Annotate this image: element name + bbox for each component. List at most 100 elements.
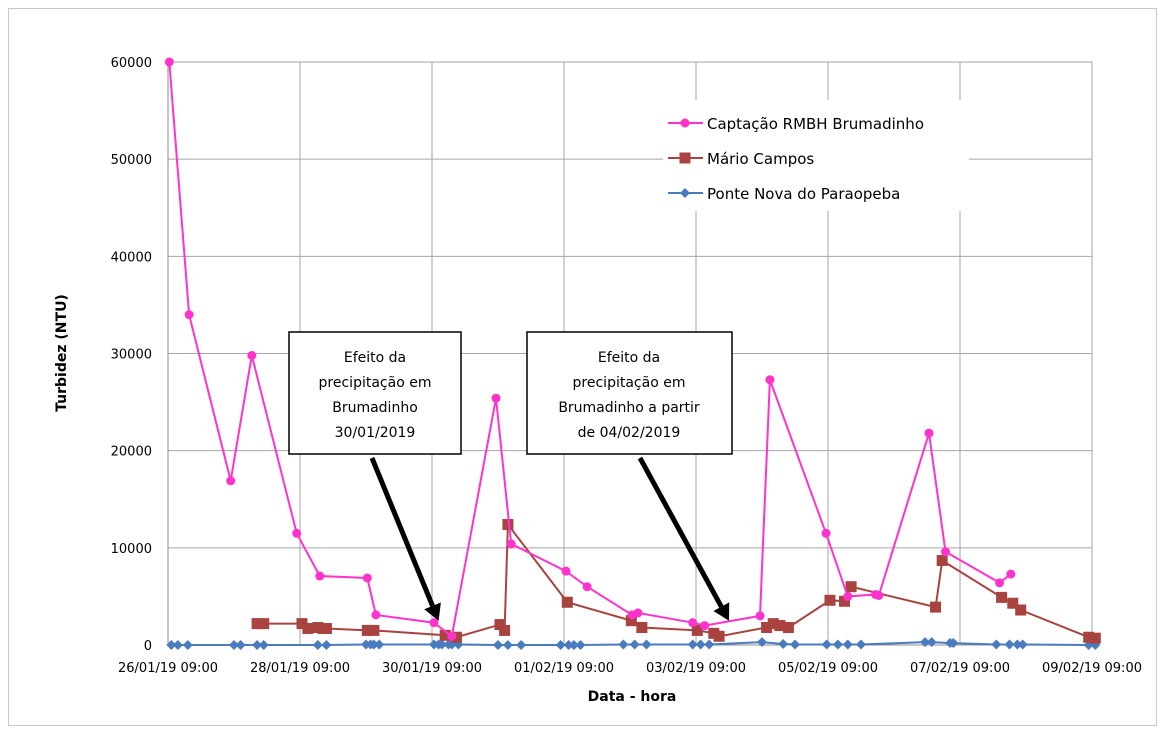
data-point <box>436 639 447 650</box>
data-point <box>493 640 503 650</box>
annotation-text-line: Efeito da <box>598 350 660 366</box>
data-point <box>832 639 843 650</box>
x-tick-label: 30/01/19 09:00 <box>382 661 482 676</box>
legend-swatch-marker <box>680 118 690 128</box>
data-point <box>704 639 715 650</box>
data-point <box>1083 631 1095 643</box>
data-point <box>429 618 439 628</box>
data-point <box>688 618 698 628</box>
data-point <box>996 591 1008 603</box>
data-point <box>1006 569 1016 579</box>
data-point <box>172 640 183 650</box>
data-point <box>315 571 325 581</box>
data-point <box>618 639 629 650</box>
data-point <box>991 639 1002 650</box>
data-point <box>494 619 506 631</box>
data-point <box>582 582 592 592</box>
data-point <box>251 618 263 630</box>
data-point <box>371 610 381 620</box>
x-tick-label: 28/01/19 09:00 <box>250 661 350 676</box>
data-point <box>568 640 579 650</box>
legend-swatch-marker <box>680 188 690 198</box>
annotation-2: Efeito da precipitação em Brumadinho a par… <box>526 331 733 621</box>
data-point <box>767 618 779 630</box>
data-point <box>1007 597 1019 609</box>
data-point <box>633 608 643 618</box>
data-point <box>258 618 270 630</box>
y-axis-ticks: 0 10000 20000 30000 40000 50000 60000 <box>111 56 152 654</box>
y-tick-label: 20000 <box>111 445 152 460</box>
annotation-box <box>288 331 462 455</box>
data-point <box>1012 639 1023 650</box>
legend-label: Ponte Nova do Paraopeba <box>707 185 900 203</box>
data-point <box>713 630 725 642</box>
data-point <box>629 639 640 650</box>
data-point <box>936 554 948 566</box>
data-point <box>368 624 380 636</box>
y-axis-title: Turbidez (NTU) <box>54 294 70 412</box>
data-point <box>761 622 773 634</box>
data-point <box>1017 639 1028 650</box>
data-point <box>845 581 857 593</box>
x-tick-label: 09/02/19 09:00 <box>1042 661 1142 676</box>
data-point <box>757 637 767 648</box>
data-point <box>166 640 177 650</box>
data-point <box>790 639 800 650</box>
data-point <box>856 639 866 650</box>
chart-frame <box>8 8 1157 726</box>
data-point <box>924 428 934 438</box>
data-point <box>491 393 501 403</box>
annotation-text-line: Brumadinho a partir <box>558 400 700 416</box>
annotation-text-line: Efeito da <box>344 350 406 366</box>
data-point <box>687 639 698 650</box>
y-tick-label: 40000 <box>111 250 152 265</box>
chart-annotations: Efeito da precipitação em Brumadinho 30/01/… <box>288 331 733 621</box>
data-point <box>821 528 831 538</box>
data-point <box>321 640 332 650</box>
legend-label: Captação RMBH Brumadinho <box>707 115 924 133</box>
data-point <box>182 640 193 650</box>
data-point <box>930 601 942 613</box>
series-line <box>257 521 1096 640</box>
data-point <box>691 624 703 636</box>
data-point <box>292 528 302 538</box>
x-axis-title: Data - hora <box>588 689 677 705</box>
data-point <box>320 622 332 634</box>
data-point <box>361 624 373 636</box>
data-point <box>502 640 513 650</box>
data-point <box>450 631 462 643</box>
y-tick-label: 60000 <box>111 56 152 71</box>
data-point <box>755 611 765 621</box>
annotation-arrow-head <box>713 602 730 621</box>
series-captacao-rmbh-brumadinho <box>164 57 1016 641</box>
annotation-1: Efeito da precipitação em Brumadinho 30/01/… <box>288 331 462 621</box>
data-point <box>555 640 566 650</box>
data-point <box>1089 632 1101 644</box>
series-mario-campos <box>251 519 1101 644</box>
data-point <box>447 631 457 641</box>
data-point <box>821 639 832 650</box>
legend-box <box>663 100 969 211</box>
data-point <box>774 620 786 632</box>
x-tick-label: 26/01/19 09:00 <box>118 661 218 676</box>
data-point <box>995 578 1005 588</box>
data-point <box>502 519 514 531</box>
y-tick-label: 50000 <box>111 153 152 168</box>
annotation-arrow-head <box>424 602 441 621</box>
data-point <box>843 591 853 601</box>
chart-legend: Captação RMBH Brumadinho Mário Campos Pont… <box>663 100 969 211</box>
annotation-text-line: precipitação em <box>319 375 432 391</box>
data-point <box>641 639 652 650</box>
data-point <box>695 639 706 650</box>
annotation-text-line: 30/01/2019 <box>335 425 416 441</box>
data-point <box>940 547 950 557</box>
x-tick-label: 01/02/19 09:00 <box>514 661 614 676</box>
annotation-box <box>526 331 733 455</box>
data-point <box>1015 604 1027 616</box>
data-point <box>374 639 385 650</box>
annotation-arrow-shaft <box>369 457 435 607</box>
data-point <box>842 639 853 650</box>
data-point <box>765 375 775 385</box>
data-point <box>824 594 836 606</box>
annotation-text-line: precipitação em <box>573 375 686 391</box>
